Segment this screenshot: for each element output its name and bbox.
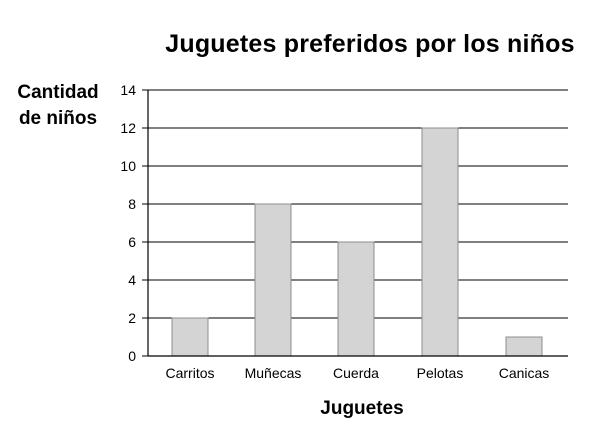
bar-canicas xyxy=(505,336,543,357)
bar-cuerda xyxy=(337,241,375,357)
y-tick-label: 4 xyxy=(128,272,136,288)
y-axis-label-line-2: de niños xyxy=(18,108,98,129)
x-axis-label: Juguetes xyxy=(320,398,404,419)
x-tick-label: Carritos xyxy=(165,365,214,381)
y-tick-label: 8 xyxy=(128,196,136,212)
y-tick-label: 6 xyxy=(128,234,136,250)
y-axis-label-line-1: Cantidad xyxy=(17,82,99,103)
y-axis-label: Cantidad de niños xyxy=(8,80,108,132)
y-tick-label: 0 xyxy=(128,348,136,364)
bar-muñecas xyxy=(254,203,292,357)
x-tick-label: Cuerda xyxy=(333,365,379,381)
y-tick-label: 14 xyxy=(120,82,136,98)
y-tick-label: 2 xyxy=(128,310,136,326)
x-tick-label: Canicas xyxy=(499,365,550,381)
bar-pelotas xyxy=(421,127,459,357)
x-tick-label: Muñecas xyxy=(245,365,302,381)
x-tick-label: Pelotas xyxy=(417,365,464,381)
y-tick-label: 10 xyxy=(120,158,136,174)
chart-title: Juguetes preferidos por los niños xyxy=(165,30,575,58)
y-tick-label: 12 xyxy=(120,120,136,136)
bar-carritos xyxy=(171,317,209,357)
